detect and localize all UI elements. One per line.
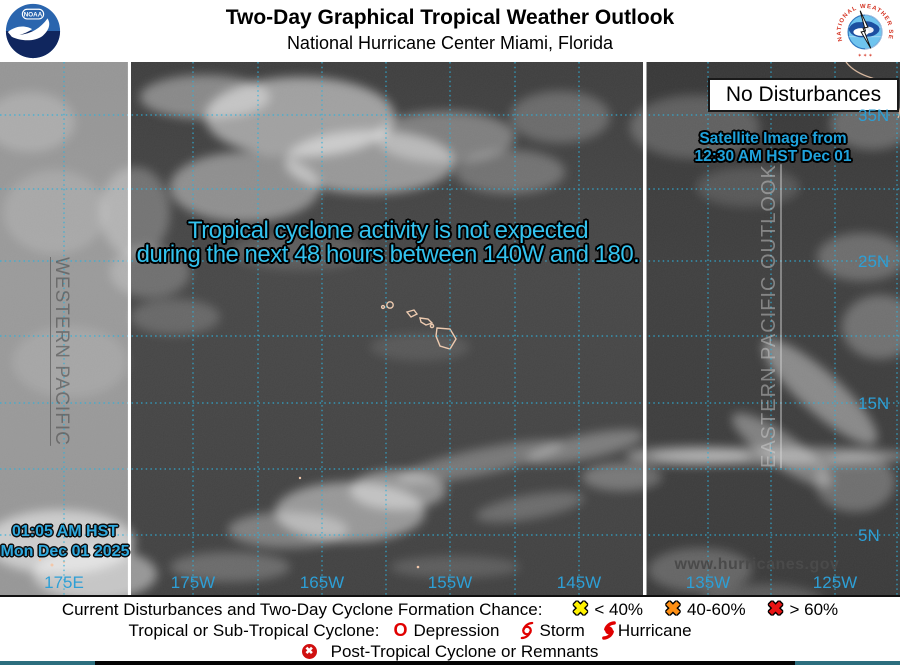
satellite-caption: Satellite Image from 12:30 AM HST Dec 01	[646, 130, 900, 166]
outlook-message-line2: during the next 48 hours between 140W an…	[136, 241, 640, 268]
depression-label: Depression	[413, 620, 500, 640]
latitude-label-25n: 25N	[858, 252, 890, 271]
grain-texture	[0, 62, 900, 595]
legend: Current Disturbances and Two-Day Cyclone…	[0, 597, 900, 661]
x-icon-orange: ✖	[665, 599, 681, 620]
page-title: Two-Day Graphical Tropical Weather Outlo…	[225, 6, 675, 29]
legend-item-high-chance: ✖ > 60%	[768, 600, 839, 620]
header: NOAA Two-Day Graphical Tropical Weather …	[0, 0, 900, 62]
nws-logo-stars: ✶ ✶ ✶	[858, 53, 873, 59]
outlook-message-line1: Tropical cyclone activity is not expecte…	[187, 217, 589, 244]
post-tropical-label: Post-Tropical Cyclone or Remnants	[330, 641, 599, 661]
sector-divider-180	[127, 62, 131, 595]
longitude-label-155w: 155W	[427, 573, 473, 592]
status-box: No Disturbances	[708, 78, 899, 112]
hurricane-icon	[601, 621, 616, 640]
latitude-label-15n: 15N	[858, 394, 890, 413]
x-icon-red: ✖	[767, 599, 784, 620]
longitude-label-125w: 125W	[812, 573, 858, 592]
noaa-logo-text: NOAA	[24, 12, 43, 19]
high-chance-label: > 60%	[789, 599, 839, 619]
satellite-caption-line2: 12:30 AM HST Dec 01	[694, 148, 852, 165]
legend-row-formation-chance: Current Disturbances and Two-Day Cyclone…	[0, 599, 900, 620]
legend-item-depression: O Depression	[393, 620, 499, 641]
legend-item-hurricane: Hurricane	[601, 621, 692, 641]
storm-icon	[521, 621, 534, 640]
cyclone-types-label: Tropical or Sub-Tropical Cyclone:	[128, 620, 380, 640]
legend-item-low-chance: ✖ < 40%	[572, 600, 643, 620]
region-label-eastern-pacific-outlook: EASTERN PACIFIC OUTLOOK	[758, 164, 780, 468]
issuance-time-line1: 01:05 AM HST	[11, 523, 119, 540]
post-tropical-icon: ✖	[301, 644, 317, 659]
legend-item-medium-chance: ✖ 40-60%	[665, 600, 746, 620]
satellite-imagery	[0, 62, 900, 595]
issuance-time: 01:05 AM HST Mon Dec 01 2025	[0, 522, 130, 562]
outlook-message: Tropical cyclone activity is not expecte…	[131, 219, 645, 267]
sector-divider-140w	[643, 62, 647, 595]
x-icon-yellow: ✖	[572, 599, 589, 620]
hurricane-label: Hurricane	[617, 620, 692, 640]
longitude-label-165w: 165W	[299, 573, 345, 592]
formation-chance-label: Current Disturbances and Two-Day Cyclone…	[61, 599, 543, 619]
longitude-label-145w: 145W	[556, 573, 602, 592]
satellite-map: No Disturbances Satellite Image from 12:…	[0, 62, 900, 597]
longitude-label-175e: 175E	[44, 573, 84, 592]
satellite-caption-line1: Satellite Image from	[699, 130, 847, 147]
bottom-edge-bar	[0, 661, 900, 665]
depression-icon: O	[393, 620, 408, 640]
region-label-western-pacific: WESTERN PACIFIC	[51, 257, 72, 446]
longitude-label-135w: 135W	[685, 573, 731, 592]
page-subtitle: National Hurricane Center Miami, Florida	[286, 33, 614, 53]
nws-logo: NATIONAL WEATHER SERVICE ✶ ✶ ✶	[836, 2, 894, 59]
storm-label: Storm	[539, 620, 585, 640]
noaa-logo: NOAA	[5, 3, 61, 59]
latitude-label-5n: 5N	[858, 526, 880, 545]
low-chance-label: < 40%	[594, 599, 644, 619]
legend-row-cyclone-types: Tropical or Sub-Tropical Cyclone: O Depr…	[0, 620, 860, 641]
legend-item-storm: Storm	[519, 620, 585, 641]
latitude-label-35n: 35N	[858, 106, 890, 125]
medium-chance-label: 40-60%	[686, 599, 746, 619]
legend-row-post-tropical: ✖ Post-Tropical Cyclone or Remnants	[0, 641, 900, 662]
website-url: www.hurricanes.gov	[674, 556, 840, 573]
issuance-time-line2: Mon Dec 01 2025	[0, 543, 130, 560]
longitude-label-175w: 175W	[170, 573, 216, 592]
